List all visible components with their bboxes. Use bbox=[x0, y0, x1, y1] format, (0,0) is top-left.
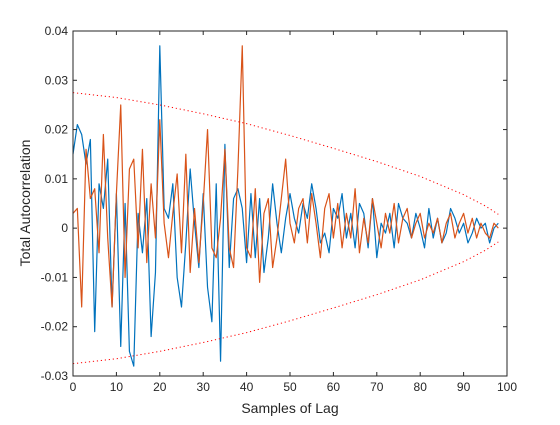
autocorrelation-series-line-1 bbox=[72, 45, 499, 308]
y-tick-label: 0.04 bbox=[45, 24, 69, 38]
confidence-bound-line-3 bbox=[72, 241, 499, 365]
x-tick-label: 100 bbox=[497, 380, 517, 394]
y-tick-label: 0.03 bbox=[45, 73, 69, 87]
tick-layer: 0 10 20 30 40 50 60 70 80 90 100 -0.03 -0.02 -0.01 0 0.… bbox=[41, 24, 518, 394]
axes-background bbox=[73, 31, 507, 376]
x-tick-label: 10 bbox=[110, 380, 124, 394]
x-tick-label: 90 bbox=[457, 380, 471, 394]
confidence-bound-line-2 bbox=[72, 92, 499, 215]
x-tick-label: 80 bbox=[414, 380, 428, 394]
x-axis-label: Samples of Lag bbox=[241, 400, 338, 416]
autocorrelation-series-line-0 bbox=[72, 45, 499, 367]
y-tick-label: 0 bbox=[61, 221, 68, 235]
x-tick-label: 50 bbox=[283, 380, 297, 394]
x-tick-label: 30 bbox=[197, 380, 211, 394]
x-tick-label: 40 bbox=[240, 380, 254, 394]
y-tick-label: 0.01 bbox=[45, 172, 69, 186]
x-tick-label: 0 bbox=[70, 380, 77, 394]
y-tick-label: -0.02 bbox=[41, 320, 69, 334]
x-tick-label: 60 bbox=[327, 380, 341, 394]
x-tick-label: 70 bbox=[370, 380, 384, 394]
y-tick-label: -0.01 bbox=[41, 270, 69, 284]
x-tick-label: 20 bbox=[153, 380, 167, 394]
y-tick-label: -0.03 bbox=[41, 369, 69, 383]
series-layer bbox=[72, 45, 499, 367]
y-axis-label: Total Autocorrelation bbox=[17, 140, 33, 267]
y-tick-label: 0.02 bbox=[45, 123, 69, 137]
